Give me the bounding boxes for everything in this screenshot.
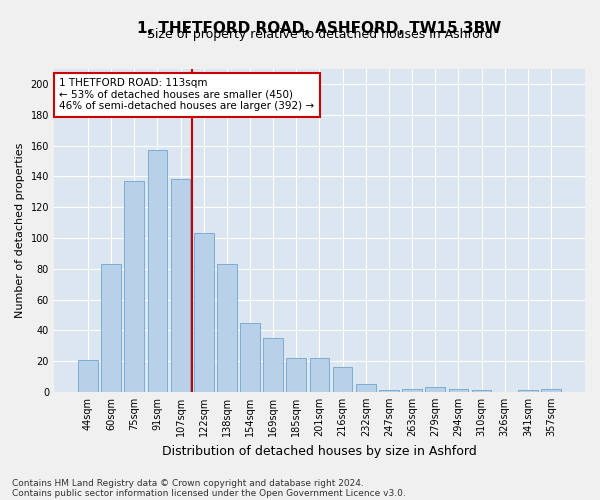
Text: Contains public sector information licensed under the Open Government Licence v3: Contains public sector information licen… [12,488,406,498]
Bar [148,150,167,392]
Title: Size of property relative to detached houses in Ashford: Size of property relative to detached ho… [147,28,492,41]
Y-axis label: Number of detached properties: Number of detached properties [15,142,25,318]
Bar [518,390,538,392]
Bar [449,389,468,392]
Bar [194,234,214,392]
Bar [541,389,561,392]
Bar [356,384,376,392]
Bar [217,264,236,392]
Bar [379,390,399,392]
Bar [425,388,445,392]
Text: Contains HM Land Registry data © Crown copyright and database right 2024.: Contains HM Land Registry data © Crown c… [12,478,364,488]
Bar [333,368,352,392]
Bar [170,180,190,392]
Text: 1 THETFORD ROAD: 113sqm
← 53% of detached houses are smaller (450)
46% of semi-d: 1 THETFORD ROAD: 113sqm ← 53% of detache… [59,78,314,112]
Bar [472,390,491,392]
Bar [240,322,260,392]
Bar [101,264,121,392]
Bar [402,389,422,392]
Bar [263,338,283,392]
Bar [286,358,306,392]
Bar [124,181,144,392]
Text: 1, THETFORD ROAD, ASHFORD, TW15 3BW: 1, THETFORD ROAD, ASHFORD, TW15 3BW [137,21,502,36]
Bar [310,358,329,392]
Bar [78,360,98,392]
X-axis label: Distribution of detached houses by size in Ashford: Distribution of detached houses by size … [162,444,477,458]
